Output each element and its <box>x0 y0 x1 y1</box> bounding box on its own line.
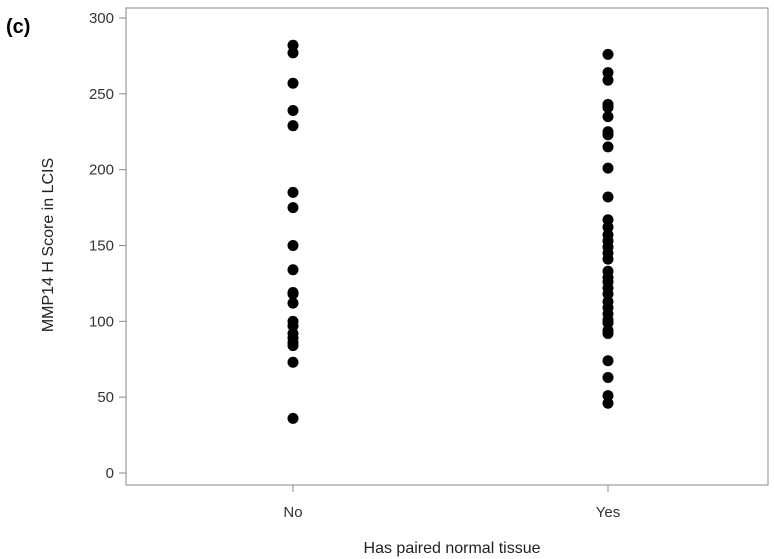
data-point-no <box>287 297 299 309</box>
y-axis: 0 50 100 150 200 250 300 <box>89 10 126 482</box>
data-point-yes <box>602 191 614 203</box>
data-point-no <box>287 340 299 352</box>
data-point-no <box>287 240 299 251</box>
data-point-no <box>287 264 299 276</box>
data-point-yes <box>602 371 614 383</box>
data-point-yes <box>602 48 614 60</box>
y-tick-label: 100 <box>89 313 114 330</box>
data-point-yes <box>602 67 614 79</box>
data-point-yes <box>602 397 614 409</box>
data-points <box>287 39 614 424</box>
plot-frame <box>125 7 769 486</box>
data-point-yes <box>602 288 614 300</box>
data-point-yes <box>602 129 614 141</box>
x-tick-label-no: No <box>283 504 302 521</box>
data-point-yes <box>602 74 614 86</box>
data-point-yes <box>602 214 614 226</box>
y-tick-label: 50 <box>97 389 114 406</box>
data-point-no <box>287 105 299 117</box>
data-point-no <box>287 288 299 300</box>
y-tick-label: 200 <box>89 162 114 179</box>
y-tick-label: 300 <box>89 10 114 27</box>
data-point-no <box>287 77 299 89</box>
data-point-yes <box>602 141 614 153</box>
x-axis: No Yes <box>283 485 620 521</box>
data-point-no <box>287 320 299 332</box>
data-point-no <box>287 47 299 59</box>
y-tick-label: 0 <box>106 465 114 482</box>
data-point-yes <box>602 101 614 113</box>
data-point-yes <box>602 390 614 402</box>
data-point-yes <box>602 327 614 339</box>
y-axis-title: MMP14 H Score in LCIS <box>40 158 57 332</box>
data-point-no <box>287 186 299 198</box>
data-point-no <box>287 120 299 132</box>
data-point-no <box>287 356 299 368</box>
data-point-yes <box>602 221 614 233</box>
x-axis-title: Has paired normal tissue <box>364 540 541 557</box>
data-point-yes <box>602 253 614 265</box>
data-point-no <box>287 412 299 424</box>
x-tick-label-yes: Yes <box>596 504 620 521</box>
data-point-no <box>287 202 299 214</box>
y-tick-label: 250 <box>89 86 114 103</box>
y-tick-label: 150 <box>89 238 114 255</box>
data-point-no <box>287 39 299 51</box>
data-point-yes <box>602 317 614 329</box>
panel-label: (c) <box>6 16 30 38</box>
data-point-yes <box>602 111 614 123</box>
data-point-yes <box>602 162 614 174</box>
data-point-yes <box>602 355 614 367</box>
